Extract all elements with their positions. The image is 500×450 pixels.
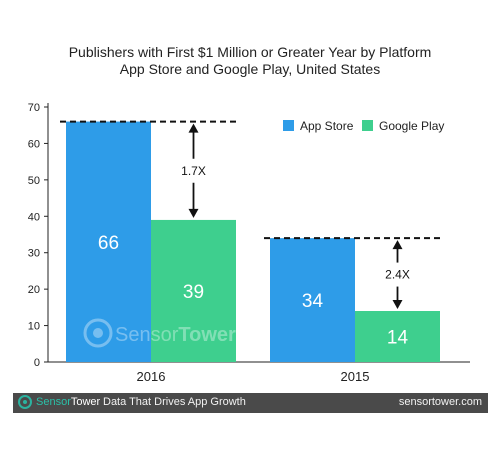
y-tick-label: 40 — [28, 211, 40, 223]
y-tick-label: 30 — [28, 248, 40, 260]
chart-subtitle: App Store and Google Play, United States — [119, 61, 381, 77]
footer-tagline: Data That Drives App Growth — [103, 396, 246, 408]
arrow-head-up — [188, 123, 199, 133]
y-tick-label: 10 — [28, 321, 40, 333]
footer-brand: SensorTower — [36, 396, 100, 408]
arrow-head-down — [188, 208, 199, 218]
bar-chart: 0 10 20 30 40 50 60 70 66 39 34 14 SensorTower 2016… — [28, 102, 470, 384]
bar-2015-google-play — [355, 311, 440, 362]
bar-2016-google-play — [151, 219, 236, 362]
y-tick-label: 0 — [34, 357, 40, 369]
y-tick-label: 20 — [28, 284, 40, 296]
arrow-head-down — [392, 300, 403, 309]
y-tick-label: 60 — [28, 138, 40, 150]
legend-swatch — [362, 120, 373, 131]
svg-text:SensorTower: SensorTower — [115, 324, 236, 346]
y-tick-label: 70 — [28, 102, 40, 114]
plot-area: 0 10 20 30 40 50 60 70 66 39 34 14 — [28, 102, 470, 369]
legend-label: App Store — [300, 119, 354, 133]
bar-value-label: 34 — [302, 291, 324, 312]
footer-brand-tower: Tower — [70, 396, 101, 408]
ratio-label: 1.7X — [181, 164, 206, 178]
bar-value-label: 39 — [183, 282, 204, 303]
bar-value-label: 14 — [387, 328, 409, 349]
watermark-sensor: Sensor — [115, 324, 179, 346]
bar-value-label: 66 — [98, 233, 119, 254]
x-tick-label: 2016 — [137, 369, 166, 384]
legend-swatch — [283, 120, 294, 131]
footer-brand-sensor: Sensor — [36, 396, 71, 408]
footer-bar: SensorTower Data That Drives App Growth … — [13, 393, 488, 413]
footer-site-link[interactable]: sensortower.com — [398, 396, 482, 408]
legend-label: Google Play — [379, 119, 444, 133]
x-tick-label: 2015 — [341, 369, 370, 384]
sensortower-watermark: SensorTower — [83, 318, 236, 348]
bar-2015-app-store — [270, 238, 355, 362]
annotations: 1.7X 2.4X — [60, 120, 444, 309]
chart-title-line-1: Publishers with First $1 Million or Grea… — [68, 44, 432, 60]
y-tick-label: 50 — [28, 175, 40, 187]
arrow-head-up — [392, 240, 403, 250]
legend: App Store Google Play — [283, 119, 444, 133]
watermark-tower: Tower — [178, 324, 236, 346]
bar-2016-app-store — [66, 121, 151, 362]
chart-title: Publishers with First $1 Million or Grea… — [0, 44, 500, 78]
ratio-label: 2.4X — [385, 268, 410, 282]
sensortower-logo-icon — [18, 395, 32, 409]
